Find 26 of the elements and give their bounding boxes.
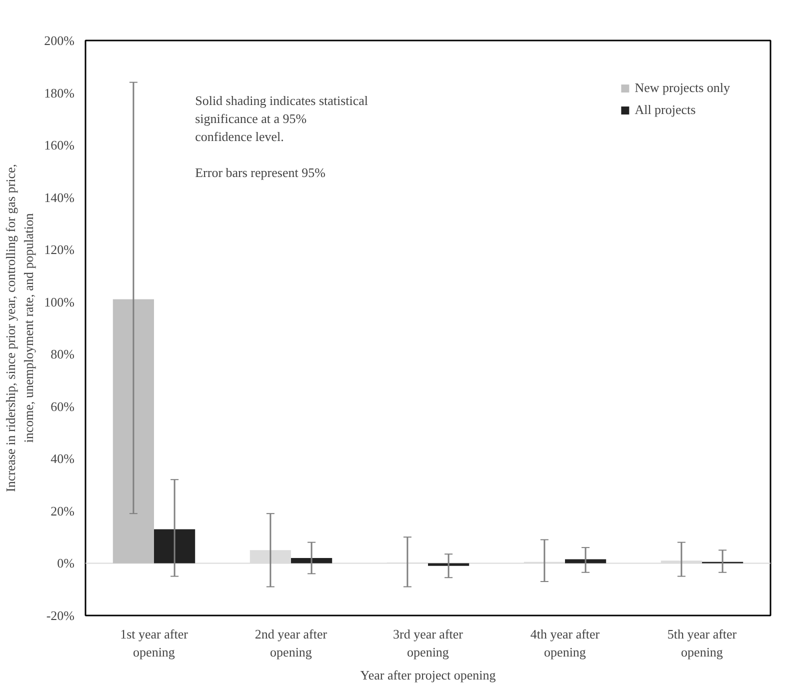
y-tick-label: 60% (50, 398, 75, 414)
y-tick-label: -20% (46, 608, 75, 623)
x-tick-label: 1st year after opening (120, 626, 189, 660)
bar (291, 558, 332, 564)
y-tick-label: 160% (44, 138, 75, 153)
x-tick-label: 4th year after opening (530, 626, 600, 660)
y-axis-title: Increase in ridership, since prior year, controlling for gas price, income, unemployment rate, and population (3, 164, 36, 492)
y-tick-label: 20% (50, 503, 75, 518)
y-tick-label: 0% (57, 556, 75, 571)
y-tick-label: 120% (44, 242, 75, 258)
x-tick-label: 2nd year after opening (254, 626, 328, 660)
text: Solid shading indicates statistical significance at a 95% confidence level. Error bars represent 95% (195, 92, 368, 180)
bar (154, 529, 196, 564)
bar (112, 299, 154, 564)
legend-label: All projects (634, 102, 696, 118)
x-tick-label: 5th year after opening (667, 626, 738, 660)
x-tick-label: 3rd year after opening (392, 626, 464, 660)
legend-label: New projects only (634, 80, 730, 96)
x-axis-title: Year after project opening (360, 668, 496, 682)
y-tick-label: 200% (44, 33, 75, 48)
bar (428, 563, 470, 566)
y-tick-label: 180% (44, 85, 75, 100)
y-tick-label: 100% (44, 294, 75, 310)
y-tick-label: 80% (50, 346, 75, 362)
y-tick-label: 40% (50, 451, 75, 466)
y-tick-label: 140% (44, 190, 75, 205)
